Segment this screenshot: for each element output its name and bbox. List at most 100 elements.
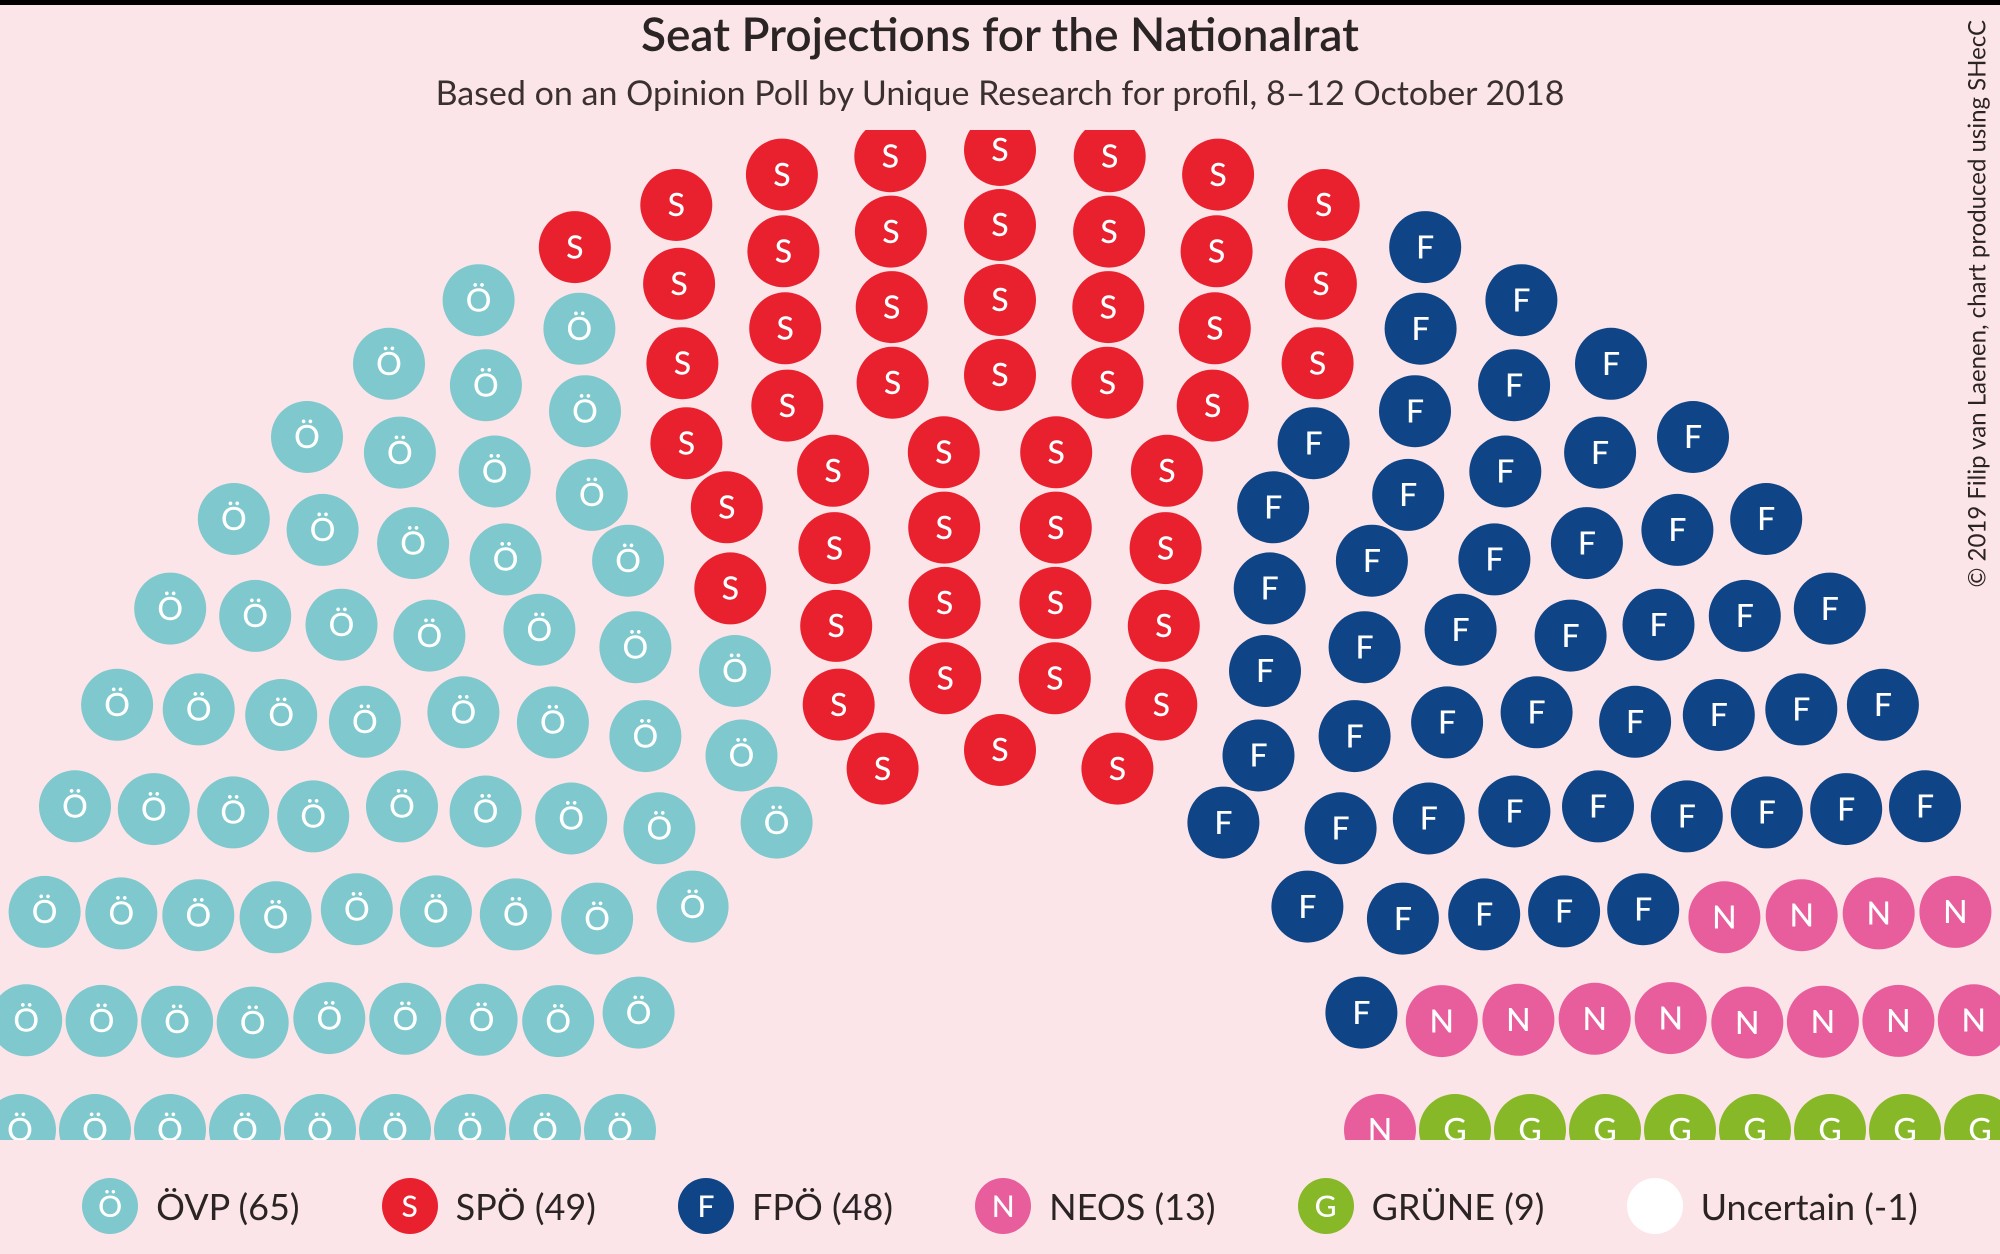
seat: Ö [118, 773, 190, 845]
svg-text:S: S [991, 204, 1008, 243]
seat: S [798, 512, 870, 584]
svg-text:N: N [1506, 999, 1531, 1038]
svg-text:F: F [1438, 702, 1456, 741]
seat: Ö [277, 780, 349, 852]
svg-text:N: N [1886, 1000, 1911, 1039]
seat: F [1278, 407, 1350, 479]
seat: F [1389, 211, 1461, 283]
svg-text:S: S [1047, 582, 1064, 621]
seat: Ö [59, 1094, 131, 1140]
svg-text:S: S [991, 279, 1008, 318]
seat: Ö [198, 483, 270, 555]
svg-text:Ö: Ö [344, 888, 370, 927]
svg-text:F: F [1256, 650, 1274, 689]
svg-text:Ö: Ö [7, 1109, 33, 1140]
svg-text:Ö: Ö [352, 701, 378, 740]
svg-text:Ö: Ö [242, 595, 268, 634]
svg-text:N: N [1811, 1001, 1836, 1040]
svg-text:G: G [1893, 1109, 1916, 1140]
seat: G [1719, 1094, 1791, 1140]
legend-label: FPÖ (48) [752, 1184, 893, 1228]
seat: F [1379, 375, 1451, 447]
seat: F [1551, 507, 1623, 579]
svg-text:F: F [1649, 604, 1667, 643]
svg-text:S: S [670, 263, 687, 302]
svg-text:S: S [779, 385, 796, 424]
svg-text:S: S [935, 507, 952, 546]
svg-text:S: S [1315, 184, 1332, 223]
svg-text:Ö: Ö [615, 540, 641, 579]
svg-text:Ö: Ö [62, 786, 88, 825]
seat: Ö [699, 635, 771, 707]
svg-text:G: G [1668, 1109, 1691, 1140]
svg-text:Ö: Ö [387, 432, 413, 471]
seat: F [1889, 770, 1961, 842]
legend-item-neos: NNEOS (13) [975, 1178, 1215, 1234]
svg-text:F: F [1578, 522, 1596, 561]
svg-text:Ö: Ö [473, 364, 499, 403]
svg-text:Ö: Ö [729, 735, 755, 774]
svg-text:F: F [1916, 786, 1934, 825]
seat: S [1073, 196, 1145, 268]
svg-text:Ö: Ö [493, 539, 519, 578]
chart-title: Seat Projections for the Nationalrat [0, 6, 2000, 61]
seat: F [1847, 669, 1919, 741]
seat: F [1709, 580, 1781, 652]
seat: Ö [584, 1094, 656, 1140]
seat: S [1179, 292, 1251, 364]
seat: F [1319, 700, 1391, 772]
svg-text:F: F [1352, 992, 1370, 1031]
seat: F [1501, 676, 1573, 748]
seat: N [1711, 987, 1783, 1059]
seat: S [908, 416, 980, 488]
top-bar [0, 0, 2000, 5]
seat: S [1020, 492, 1092, 564]
svg-text:N: N [1658, 997, 1683, 1036]
legend-item-grune: GGRÜNE (9) [1298, 1178, 1545, 1234]
seat: Ö [522, 985, 594, 1057]
svg-text:F: F [1634, 888, 1652, 927]
legend-item-uncertain: Uncertain (-1) [1627, 1178, 1918, 1234]
seat: S [749, 292, 821, 364]
svg-text:Ö: Ö [164, 1001, 190, 1040]
svg-text:F: F [1475, 894, 1493, 933]
svg-text:Ö: Ö [220, 792, 246, 831]
seat: F [1535, 600, 1607, 672]
svg-text:S: S [1208, 231, 1225, 270]
chart-subtitle: Based on an Opinion Poll by Unique Resea… [0, 72, 2000, 113]
seat: F [1336, 525, 1408, 597]
svg-text:N: N [1866, 893, 1891, 932]
seat: F [1367, 883, 1439, 955]
seat: Ö [287, 494, 359, 566]
svg-text:F: F [1562, 615, 1580, 654]
seat: S [800, 590, 872, 662]
seat: F [1641, 494, 1713, 566]
svg-text:S: S [1209, 154, 1226, 193]
svg-text:F: F [1837, 788, 1855, 827]
svg-text:F: F [1505, 364, 1523, 403]
seat: F [1469, 436, 1541, 508]
seat: F [1657, 401, 1729, 473]
svg-text:Ö: Ö [310, 509, 336, 548]
svg-text:S: S [1206, 308, 1223, 347]
svg-text:Ö: Ö [545, 1000, 571, 1039]
seat: F [1425, 594, 1497, 666]
svg-text:Ö: Ö [469, 999, 495, 1038]
svg-text:F: F [1452, 609, 1470, 648]
svg-text:S: S [674, 342, 691, 381]
seat: Ö [377, 507, 449, 579]
seat: S [1071, 347, 1143, 419]
seat: F [1478, 349, 1550, 421]
legend-label: ÖVP (65) [156, 1184, 299, 1228]
svg-text:Ö: Ö [263, 897, 289, 936]
seat: G [1494, 1094, 1566, 1140]
seat: Ö [197, 776, 269, 848]
seat: F [1393, 783, 1465, 855]
svg-text:G: G [1968, 1109, 1991, 1140]
svg-text:Ö: Ö [268, 694, 294, 733]
legend-swatch: S [382, 1178, 438, 1234]
seat: Ö [609, 700, 681, 772]
seat: F [1329, 611, 1401, 683]
svg-text:S: S [1204, 385, 1221, 424]
seat: Ö [81, 669, 153, 741]
